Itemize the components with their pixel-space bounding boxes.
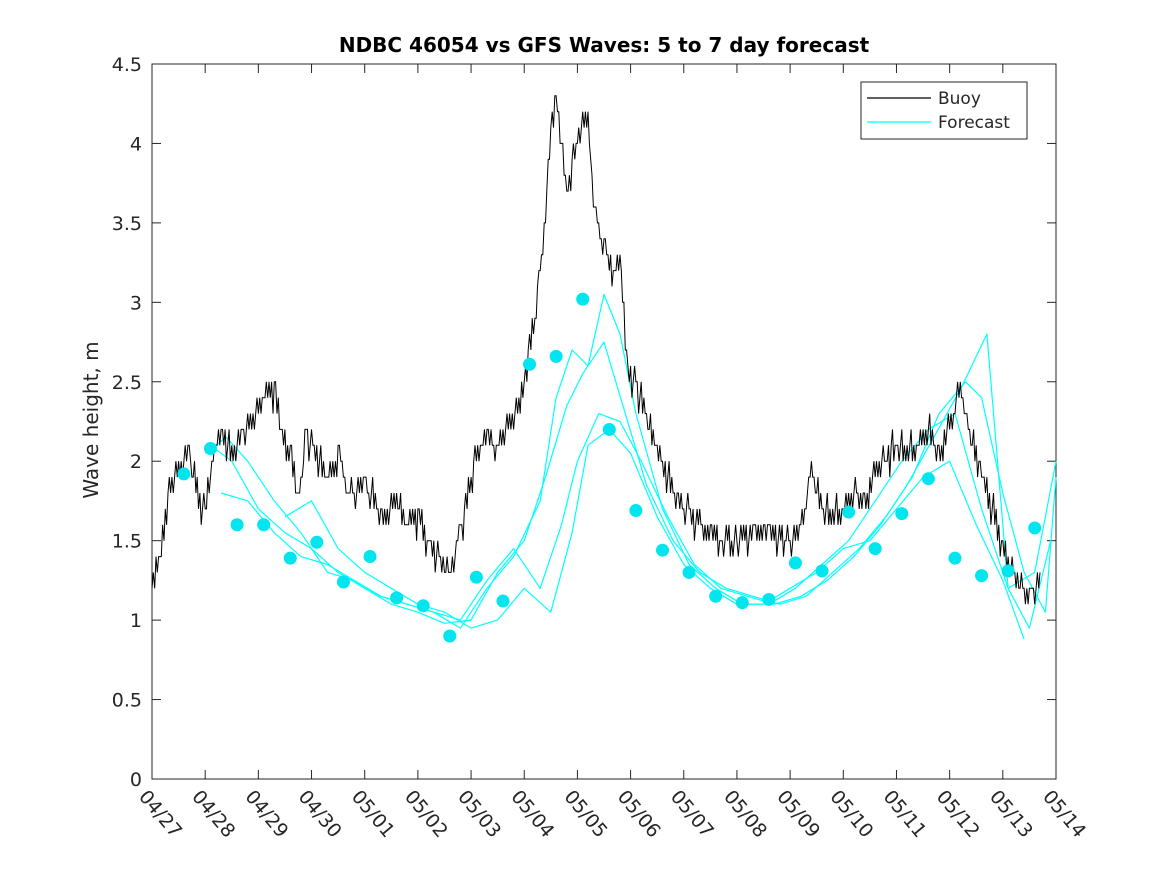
y-tick-label: 2 bbox=[130, 451, 142, 473]
y-tick-label: 3.5 bbox=[112, 213, 142, 235]
forecast-marker bbox=[363, 550, 377, 564]
y-tick-label: 3 bbox=[130, 292, 142, 314]
forecast-marker bbox=[523, 357, 537, 371]
forecast-marker bbox=[709, 589, 723, 603]
forecast-marker bbox=[230, 518, 244, 532]
forecast-marker bbox=[762, 592, 776, 606]
forecast-marker bbox=[1001, 564, 1015, 578]
forecast-marker bbox=[576, 292, 590, 306]
forecast-marker bbox=[203, 442, 217, 456]
forecast-line bbox=[284, 428, 1025, 640]
forecast-marker bbox=[602, 422, 616, 436]
forecast-marker bbox=[443, 629, 457, 643]
y-tick-label: 4.5 bbox=[112, 54, 142, 76]
forecast-marker bbox=[921, 472, 935, 486]
y-tick-label: 1.5 bbox=[112, 531, 142, 553]
forecast-marker bbox=[336, 575, 350, 589]
chart-title: NDBC 46054 vs GFS Waves: 5 to 7 day fore… bbox=[339, 33, 870, 57]
forecast-marker bbox=[390, 591, 404, 605]
forecast-line bbox=[210, 341, 1057, 624]
forecast-marker bbox=[868, 542, 882, 556]
forecast-marker bbox=[842, 505, 856, 519]
legend: Buoy Forecast bbox=[860, 81, 1028, 140]
forecast-marker bbox=[735, 596, 749, 610]
forecast-marker bbox=[629, 503, 643, 517]
legend-label-buoy: Buoy bbox=[938, 89, 981, 109]
forecast-marker bbox=[815, 564, 829, 578]
buoy-line bbox=[151, 95, 1041, 605]
forecast-marker bbox=[416, 599, 430, 613]
y-tick-label: 4 bbox=[130, 133, 142, 155]
y-tick-label: 1 bbox=[130, 610, 142, 632]
forecast-marker bbox=[283, 551, 297, 565]
y-tick-label: 2.5 bbox=[112, 372, 142, 394]
forecast-marker bbox=[682, 565, 696, 579]
forecast-marker bbox=[788, 556, 802, 570]
y-axis-label: Wave height, m bbox=[79, 341, 103, 498]
forecast-marker bbox=[469, 570, 483, 584]
y-tick-label: 0 bbox=[130, 769, 142, 791]
forecast-marker bbox=[496, 594, 510, 608]
legend-box bbox=[860, 81, 1028, 140]
forecast-marker bbox=[655, 543, 669, 557]
forecast-marker bbox=[177, 467, 191, 481]
axes-box bbox=[151, 63, 1057, 780]
y-tick-label: 0.5 bbox=[112, 690, 142, 712]
legend-label-forecast: Forecast bbox=[938, 113, 1010, 133]
forecast-line bbox=[220, 333, 1052, 629]
forecast-marker bbox=[1028, 521, 1042, 535]
forecast-marker bbox=[549, 349, 563, 363]
forecast-marker bbox=[257, 518, 271, 532]
forecast-marker bbox=[948, 551, 962, 565]
forecast-marker bbox=[310, 535, 324, 549]
forecast-marker bbox=[895, 507, 909, 521]
forecast-marker bbox=[975, 569, 989, 583]
